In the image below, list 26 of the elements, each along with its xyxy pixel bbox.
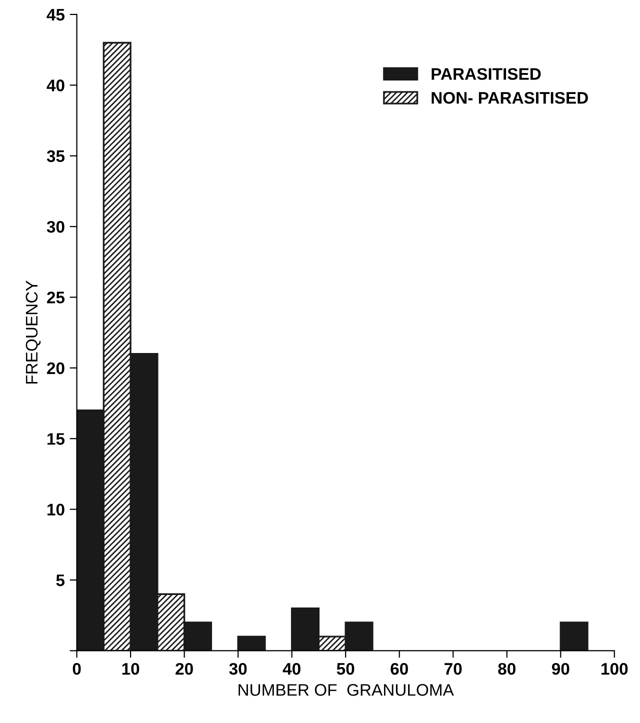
y-tick-label: 5: [56, 574, 65, 586]
x-tick-label: 80: [498, 662, 516, 675]
x-tick-label: 60: [390, 662, 408, 675]
x-tick-label: 0: [72, 662, 81, 675]
bar: [237, 636, 266, 651]
x-axis-title: NUMBER OF GRANULOMA: [238, 684, 454, 696]
x-tick-label: 30: [229, 662, 247, 675]
x-tick-label: 90: [552, 662, 570, 675]
y-tick-label: 20: [47, 362, 64, 374]
x-tick-label: 50: [336, 662, 354, 675]
y-tick-label: 10: [48, 504, 64, 516]
x-tick-label: 100: [602, 662, 628, 675]
y-tick-label: 35: [46, 150, 65, 162]
y-tick-label: 25: [47, 292, 65, 304]
x-tick-label: 20: [176, 662, 193, 675]
y-axis-title: FREQUENCY: [26, 280, 41, 384]
y-tick-label: 45: [46, 9, 65, 21]
bar: [560, 622, 588, 651]
y-tick-label: 15: [48, 433, 65, 445]
y-tick-label: 30: [46, 220, 64, 233]
legend-label: PARASITISED: [432, 68, 541, 80]
x-tick-label: 40: [282, 662, 300, 675]
y-tick-label: 40: [46, 80, 64, 92]
x-tick-label: 10: [122, 662, 140, 675]
x-tick-label: 70: [444, 662, 462, 675]
legend-label: NON- PARASITISED: [432, 92, 588, 104]
